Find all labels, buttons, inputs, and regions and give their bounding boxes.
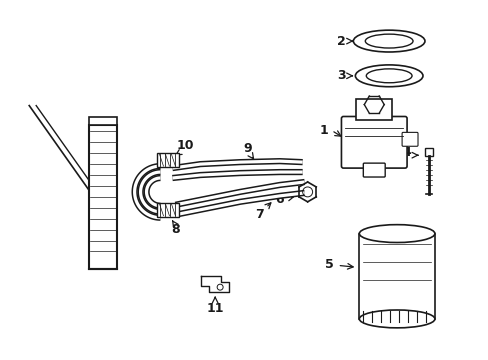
Ellipse shape <box>359 310 434 328</box>
FancyBboxPatch shape <box>341 117 406 168</box>
Text: 8: 8 <box>171 223 179 236</box>
Text: 9: 9 <box>243 142 252 155</box>
Text: 3: 3 <box>336 69 345 82</box>
Bar <box>356 99 391 121</box>
Text: 11: 11 <box>206 302 224 315</box>
Bar <box>89 125 117 269</box>
FancyBboxPatch shape <box>363 163 385 177</box>
Ellipse shape <box>366 69 411 83</box>
Bar <box>424 148 432 156</box>
Ellipse shape <box>355 65 422 87</box>
Text: 4: 4 <box>402 146 410 159</box>
Ellipse shape <box>359 225 434 243</box>
Text: 10: 10 <box>176 139 194 152</box>
Text: 5: 5 <box>325 258 333 271</box>
Text: 2: 2 <box>336 35 345 48</box>
Text: 1: 1 <box>319 124 327 137</box>
Ellipse shape <box>365 34 412 48</box>
Bar <box>157 153 179 167</box>
Bar <box>157 203 179 217</box>
Bar <box>89 117 117 125</box>
Ellipse shape <box>353 30 424 52</box>
Text: 7: 7 <box>255 208 264 221</box>
FancyBboxPatch shape <box>401 132 417 146</box>
Bar <box>359 234 434 319</box>
Text: 6: 6 <box>275 193 284 206</box>
